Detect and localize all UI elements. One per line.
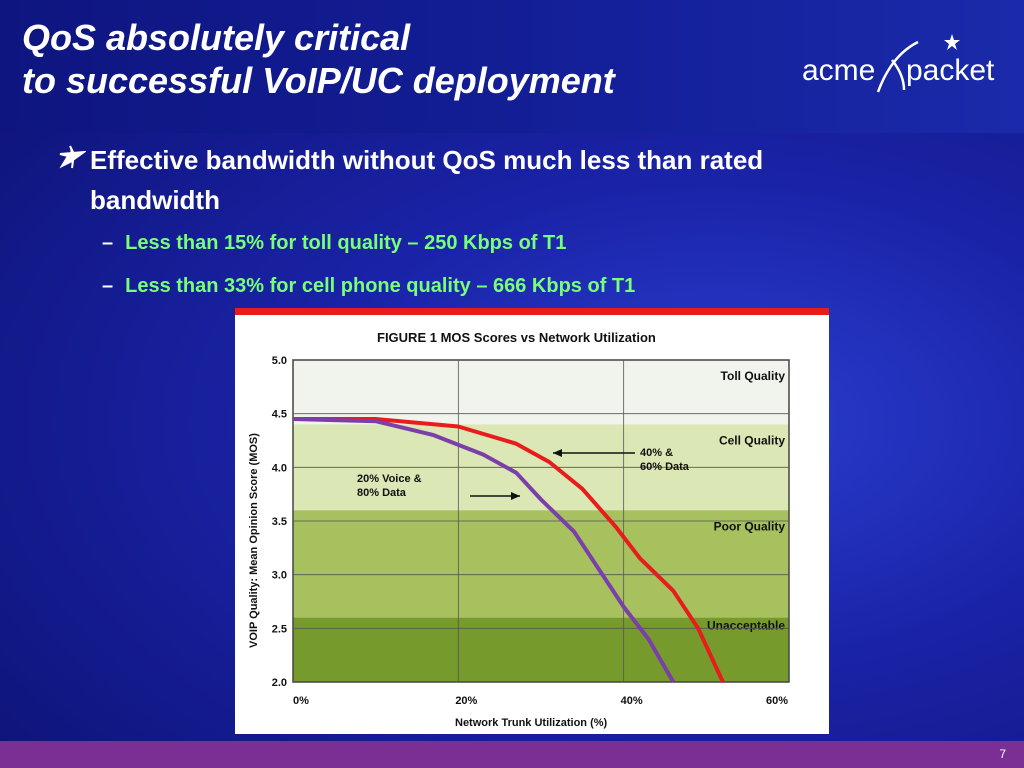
sub-bullet-2: – Less than 33% for cell phone quality – … (102, 275, 636, 297)
annotation-arrowhead (511, 492, 520, 500)
logo-text-left: acme (802, 54, 875, 87)
y-tick-label: 2.0 (272, 677, 287, 689)
annotation-line-2: 60% Data (640, 461, 690, 473)
x-tick-label: 0% (293, 695, 309, 707)
title-line-2: to successful VoIP/UC deployment (22, 60, 615, 101)
chart-title: FIGURE 1 MOS Scores vs Network Utilizati… (377, 330, 656, 345)
quality-band-label: Unacceptable (707, 619, 785, 633)
main-bullet-text: Effective bandwidth without QoS much les… (90, 145, 764, 215)
y-tick-label: 3.0 (272, 570, 287, 582)
series-line (292, 417, 676, 684)
quality-band-label: Cell Quality (719, 433, 785, 447)
y-tick-label: 4.5 (272, 409, 287, 421)
annotation-line-1: 20% Voice & (357, 473, 422, 485)
y-axis-label: VOIP Quality: Mean Opinion Score (MOS) (248, 433, 260, 648)
logo-text-right: packet (906, 54, 995, 87)
star-bullet-icon (59, 145, 86, 169)
x-tick-label: 60% (766, 695, 788, 707)
x-axis-label: Network Trunk Utilization (%) (455, 717, 608, 729)
sub-bullet-2-text: Less than 33% for cell phone quality – 6… (125, 275, 636, 297)
annotation-line-1: 40% & (640, 447, 673, 459)
series-line (293, 417, 725, 683)
slide-title: QoS absolutely critical to successful Vo… (22, 16, 615, 102)
quality-band-label: Poor Quality (714, 519, 786, 533)
title-line-1: QoS absolutely critical (22, 17, 411, 58)
x-tick-label: 40% (621, 695, 643, 707)
sub-bullet-1: – Less than 15% for toll quality – 250 Kb… (102, 232, 567, 254)
footer-bar: 7 (0, 741, 1024, 768)
quality-band-label: Toll Quality (721, 369, 786, 383)
page-number: 7 (999, 747, 1006, 761)
sub-bullet-1-text: Less than 15% for toll quality – 250 Kbp… (125, 232, 567, 254)
y-tick-label: 5.0 (272, 355, 287, 367)
quality-band (293, 510, 789, 618)
chart-top-rule (235, 308, 829, 315)
logo-star-icon (944, 34, 960, 50)
y-tick-label: 3.5 (272, 516, 287, 528)
y-tick-label: 2.5 (272, 623, 287, 635)
annotation-line-2: 80% Data (357, 487, 407, 499)
x-tick-label: 20% (455, 695, 477, 707)
mos-chart-svg: FIGURE 1 MOS Scores vs Network Utilizati… (235, 308, 829, 729)
mos-chart: FIGURE 1 MOS Scores vs Network Utilizati… (235, 308, 829, 734)
quality-band (293, 360, 789, 425)
acme-packet-logo: acme packet (802, 34, 995, 93)
title-bar (0, 0, 1024, 133)
annotation-arrowhead (553, 449, 562, 457)
y-tick-label: 4.0 (272, 462, 287, 474)
